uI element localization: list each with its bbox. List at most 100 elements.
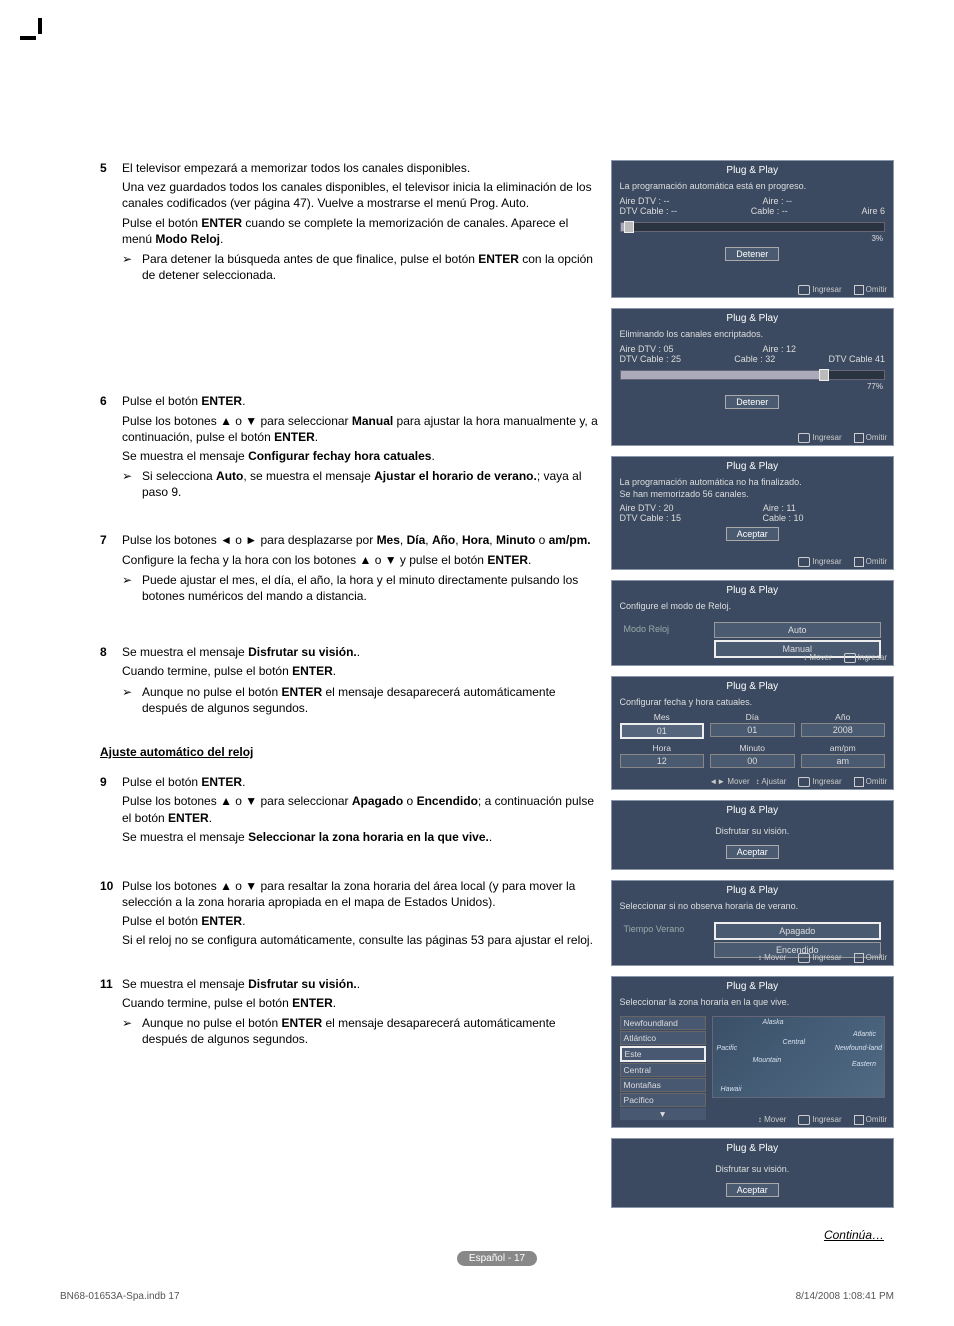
step-text: Si el reloj no se configura automáticame…: [122, 932, 599, 948]
step-number: 10: [100, 878, 122, 952]
tv-panel: Plug & Play La programación automática e…: [611, 160, 894, 298]
continued-label: Continúa…: [100, 1228, 884, 1242]
accept-button[interactable]: Aceptar: [726, 1183, 779, 1197]
tv-hint: Omitir: [848, 777, 887, 786]
tv-message: Eliminando los canales encriptados.: [612, 326, 893, 344]
crop-mark: [38, 18, 42, 34]
tv-message: La programación automática está en progr…: [612, 178, 893, 196]
print-meta: BN68-01653A-Spa.indb 17 8/14/2008 1:08:4…: [60, 1291, 894, 1302]
step: 11 Se muestra el mensaje Disfrutar su vi…: [100, 976, 599, 1048]
tv-hint: Ingresar: [792, 953, 841, 962]
tv-panel: Plug & Play Configurar fecha y hora catu…: [611, 676, 894, 790]
step: 9 Pulse el botón ENTER.Pulse los botones…: [100, 774, 599, 848]
timezone-item[interactable]: Atlántico: [620, 1031, 706, 1045]
note-arrow-icon: ➢: [122, 468, 142, 500]
tv-footer: ↕ Mover Ingresar Omitir: [752, 953, 887, 963]
tv-panel: Plug & Play Disfrutar su visión. Aceptar: [611, 800, 894, 870]
accept-button[interactable]: Aceptar: [726, 845, 779, 859]
timezone-item[interactable]: Central: [620, 1063, 706, 1077]
note-text: Aunque no pulse el botón ENTER el mensaj…: [142, 684, 599, 716]
note-arrow-icon: ➢: [122, 684, 142, 716]
step-number: 11: [100, 976, 122, 1048]
tv-panel: Plug & Play Disfrutar su visión. Aceptar: [611, 1138, 894, 1208]
tv-hint: ↕ Mover: [803, 653, 831, 662]
page-footer: Español - 17: [100, 1248, 894, 1266]
crop-mark: [20, 36, 36, 40]
note-arrow-icon: ➢: [122, 1015, 142, 1047]
timezone-item[interactable]: Montañas: [620, 1078, 706, 1092]
timezone-item[interactable]: Newfoundland: [620, 1016, 706, 1030]
tv-hint: Ingresar: [792, 285, 841, 294]
tv-title: Plug & Play: [612, 457, 893, 474]
tv-hint: Omitir: [848, 285, 887, 294]
step-text: Configure la fecha y la hora con los bot…: [122, 552, 599, 568]
tv-panel: Plug & Play Seleccionar la zona horaria …: [611, 976, 894, 1128]
tv-hint: ↕ Mover: [758, 953, 786, 962]
tv-title: Plug & Play: [612, 309, 893, 326]
tv-panel: Plug & Play Seleccionar si no observa ho…: [611, 880, 894, 966]
print-timestamp: 8/14/2008 1:08:41 PM: [796, 1291, 894, 1302]
step-text: Pulse el botón ENTER.: [122, 393, 599, 409]
tv-panel: Plug & Play Configure el modo de Reloj. …: [611, 580, 894, 666]
tv-hint: Omitir: [848, 433, 887, 442]
stop-button[interactable]: Detener: [725, 247, 779, 261]
step-number: 7: [100, 532, 122, 604]
note-arrow-icon: ➢: [122, 251, 142, 283]
step-text: Una vez guardados todos los canales disp…: [122, 179, 599, 211]
tv-hint: Omitir: [848, 1115, 887, 1124]
timezone-item[interactable]: Este: [620, 1046, 706, 1062]
tv-panel: Plug & Play Eliminando los canales encri…: [611, 308, 894, 446]
step-text: Pulse los botones ▲ o ▼ para seleccionar…: [122, 413, 599, 445]
step-text: Pulse el botón ENTER cuando se complete …: [122, 215, 599, 247]
note-arrow-icon: ➢: [122, 572, 142, 604]
tv-footer: Ingresar Omitir: [786, 557, 887, 567]
tv-footer: Ingresar Omitir: [786, 285, 887, 295]
tv-hint: ↕ Ajustar: [756, 777, 787, 786]
timezone-item[interactable]: Pacífico: [620, 1093, 706, 1107]
step: 8 Se muestra el mensaje Disfrutar su vis…: [100, 644, 599, 716]
stop-button[interactable]: Detener: [725, 395, 779, 409]
note-text: Aunque no pulse el botón ENTER el mensaj…: [142, 1015, 599, 1047]
source-file: BN68-01653A-Spa.indb 17: [60, 1291, 180, 1302]
tv-hint: Ingresar: [792, 777, 841, 786]
manual-page: 5 El televisor empezará a memorizar todo…: [0, 0, 954, 1326]
step-text: Pulse el botón ENTER.: [122, 774, 599, 790]
tv-hint: Ingresar: [792, 1115, 841, 1124]
tv-hint: ↕ Mover: [758, 1115, 786, 1124]
tv-footer: ↕ Mover Ingresar: [797, 653, 887, 663]
note-text: Puede ajustar el mes, el día, el año, la…: [142, 572, 599, 604]
accept-button[interactable]: Aceptar: [726, 527, 779, 541]
tv-hint: Ingresar: [792, 433, 841, 442]
tv-hint: Omitir: [848, 557, 887, 566]
step-text: Se muestra el mensaje Disfrutar su visió…: [122, 976, 599, 992]
instructions-column: 5 El televisor empezará a memorizar todo…: [100, 160, 611, 1218]
step-text: Se muestra el mensaje Seleccionar la zon…: [122, 829, 599, 845]
step: 10 Pulse los botones ▲ o ▼ para resaltar…: [100, 878, 599, 952]
tv-previews-column: Plug & Play La programación automática e…: [611, 160, 894, 1218]
tv-footer: ◄► Mover ↕ Ajustar Ingresar Omitir: [703, 777, 887, 787]
step-text: Pulse el botón ENTER.: [122, 913, 599, 929]
progress-bar: [620, 370, 885, 380]
step: 5 El televisor empezará a memorizar todo…: [100, 160, 599, 283]
timezone-map: Alaska Pacific Mountain Central Eastern …: [712, 1016, 885, 1098]
tv-hint: Ingresar: [838, 653, 887, 662]
page-number-badge: Español - 17: [457, 1251, 537, 1266]
step-text: Pulse los botones ◄ o ► para desplazarse…: [122, 532, 599, 548]
progress-bar: [620, 222, 885, 232]
note-text: Para detener la búsqueda antes de que fi…: [142, 251, 599, 283]
step: 7 Pulse los botones ◄ o ► para desplazar…: [100, 532, 599, 604]
step-text: Pulse los botones ▲ o ▼ para seleccionar…: [122, 793, 599, 825]
tv-title: Plug & Play: [612, 161, 893, 178]
tv-hint: ◄► Mover: [709, 777, 749, 786]
note-text: Si selecciona Auto, se muestra el mensaj…: [142, 468, 599, 500]
tv-footer: ↕ Mover Ingresar Omitir: [752, 1115, 887, 1125]
step-text: Cuando termine, pulse el botón ENTER.: [122, 995, 599, 1011]
option-auto[interactable]: Auto: [714, 622, 881, 638]
tv-hint: Omitir: [848, 953, 887, 962]
tv-panel: Plug & Play La programación automática n…: [611, 456, 894, 570]
step: 6 Pulse el botón ENTER. Pulse los botones…: [100, 393, 599, 500]
tv-hint: Ingresar: [792, 557, 841, 566]
step-number: 6: [100, 393, 122, 500]
step-text: El televisor empezará a memorizar todos …: [122, 160, 599, 176]
option-off[interactable]: Apagado: [714, 922, 881, 940]
